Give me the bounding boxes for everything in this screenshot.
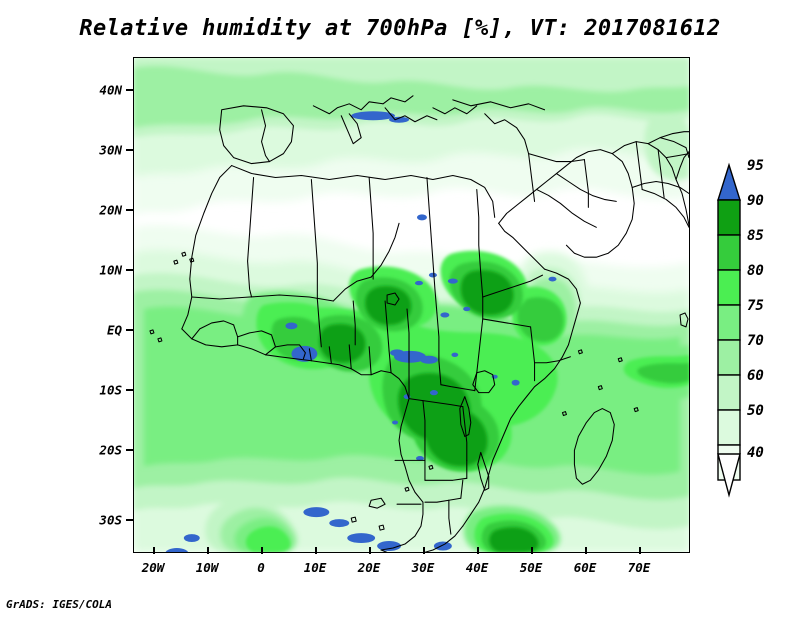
humidity-band-90-95: [319, 270, 539, 552]
lon-label-10E: 10E: [303, 560, 327, 575]
lon-tick-50E: [531, 547, 533, 554]
lat-label-40N: 40N: [99, 82, 122, 98]
map-plot-area: [133, 57, 690, 553]
lat-tick-10N: [126, 269, 133, 271]
lon-label-50E: 50E: [519, 560, 543, 575]
lon-label-20E: 20E: [357, 560, 381, 575]
lon-tick-10W: [207, 547, 209, 554]
lon-label-40E: 40E: [465, 560, 489, 575]
lon-tick-20W: [153, 547, 155, 554]
colorbar-under-arrow: [717, 453, 741, 498]
colorbar-label-95: 95: [747, 158, 764, 174]
colorbar-label-90: 90: [747, 193, 764, 209]
colorbar-over-arrow: [717, 162, 741, 201]
lat-tick-20N: [126, 209, 133, 211]
lat-tick-30S: [126, 519, 133, 521]
lon-tick-40E: [477, 547, 479, 554]
lon-tick-30E: [423, 547, 425, 554]
page-title: Relative humidity at 700hPa [%], VT: 201…: [79, 16, 721, 41]
lat-tick-10S: [126, 389, 133, 391]
lat-label-10N: 10N: [99, 262, 122, 278]
colorbar-label-70: 70: [747, 333, 764, 349]
colorbar: 95 90 85 80 75 70 60 50 40: [700, 120, 800, 500]
lon-tick-70E: [639, 547, 641, 554]
lon-label-20W: 20W: [141, 560, 165, 575]
colorbar-swatches: [717, 162, 741, 498]
lat-tick-30N: [126, 149, 133, 151]
lat-label-20S: 20S: [99, 442, 122, 458]
lat-tick-EQ: [126, 329, 133, 331]
lat-tick-20S: [126, 449, 133, 451]
lat-label-20N: 20N: [99, 202, 122, 218]
colorbar-label-40: 40: [747, 445, 764, 461]
lon-tick-10E: [315, 547, 317, 554]
colorbar-label-60: 60: [747, 368, 764, 384]
colorbar-label-85: 85: [747, 228, 764, 244]
lat-label-30N: 30N: [99, 142, 122, 158]
lon-label-0: 0: [257, 560, 265, 575]
lon-label-60E: 60E: [573, 560, 597, 575]
lon-label-70E: 70E: [627, 560, 651, 575]
lon-tick-0: [261, 547, 263, 554]
lon-tick-20E: [369, 547, 371, 554]
colorbar-label-80: 80: [747, 263, 764, 279]
lon-label-10W: 10W: [195, 560, 219, 575]
colorbar-label-50: 50: [747, 403, 764, 419]
colorbar-label-75: 75: [747, 298, 764, 314]
lat-label-30S: 30S: [99, 512, 122, 528]
lat-label-EQ: EQ: [106, 322, 122, 338]
lon-label-30E: 30E: [411, 560, 435, 575]
grads-credit: GrADS: IGES/COLA: [6, 598, 112, 611]
humidity-over-95: [165, 111, 557, 552]
lat-label-10S: 10S: [99, 382, 122, 398]
lon-tick-60E: [585, 547, 587, 554]
coastlines-and-borders: [149, 95, 689, 552]
relative-humidity-map: [134, 58, 689, 552]
lat-tick-40N: [126, 89, 133, 91]
